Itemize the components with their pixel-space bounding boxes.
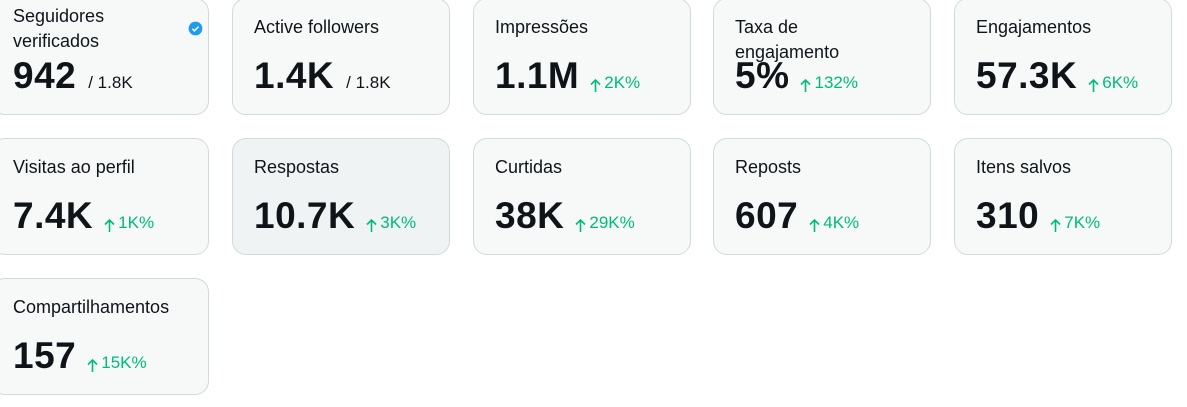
metric-card[interactable]: Taxa de engajamento 5% 132% — [713, 0, 931, 115]
metric-value: 57.3K — [976, 55, 1078, 96]
metric-label: Respostas — [254, 157, 340, 177]
metric-label: Active followers — [254, 17, 380, 37]
up-arrow — [575, 218, 586, 232]
metric-value: 5% — [735, 55, 790, 96]
value-row: 38K 29K% — [495, 195, 635, 237]
value-row: 1.1M 2K% — [495, 55, 640, 97]
value-row: 57.3K 6K% — [976, 55, 1138, 97]
up-arrow — [1050, 218, 1061, 232]
metric-label: Seguidores verificados — [13, 6, 105, 51]
metric-value: 1.4K — [254, 55, 335, 96]
up-arrow — [809, 218, 820, 232]
value-row: 157 15K% — [13, 335, 147, 377]
value-row: 5% 132% — [735, 55, 858, 97]
metric-value: 10.7K — [254, 195, 356, 236]
up-arrow — [104, 218, 115, 232]
metric-change: 3K% — [365, 213, 416, 233]
metric-change: 6K% — [1087, 73, 1138, 93]
metric-value: 38K — [495, 195, 565, 236]
change-text: 7K% — [1064, 213, 1101, 232]
metric-change: 7K% — [1049, 213, 1100, 233]
value-row: 10.7K 3K% — [254, 195, 416, 237]
metric-change: 132% — [799, 73, 858, 93]
up-arrow — [87, 358, 98, 372]
metric-value: 607 — [735, 195, 799, 236]
metric-card[interactable]: Reposts 607 4K% — [713, 138, 931, 255]
metric-label: Reposts — [735, 157, 802, 177]
up-arrow — [366, 218, 377, 232]
metric-value: 157 — [13, 335, 77, 376]
change-text: 15K% — [101, 353, 147, 372]
value-row: 310 7K% — [976, 195, 1100, 237]
metric-card[interactable]: Compartilhamentos 157 15K% — [0, 278, 209, 395]
metric-value: 942 — [13, 55, 77, 96]
metric-card[interactable]: Seguidores verificados 942 / 1.8K — [0, 0, 209, 115]
verified-badge — [188, 21, 203, 36]
up-arrow — [1088, 78, 1099, 92]
metric-change: 2K% — [589, 73, 640, 93]
value-row: 607 4K% — [735, 195, 859, 237]
metric-total: / 1.8K — [346, 73, 391, 92]
change-text: 132% — [814, 73, 858, 92]
metric-label: Engajamentos — [976, 17, 1092, 37]
metric-total: / 1.8K — [88, 73, 133, 92]
metric-label: Impressões — [495, 17, 589, 37]
metric-change: 15K% — [86, 353, 147, 373]
metric-card[interactable]: Respostas 10.7K 3K% — [232, 138, 450, 255]
metric-card[interactable]: Visitas ao perfil 7.4K 1K% — [0, 138, 209, 255]
change-text: 2K% — [604, 73, 641, 92]
change-text: 6K% — [1102, 73, 1139, 92]
metric-card[interactable]: Active followers 1.4K / 1.8K — [232, 0, 450, 115]
metric-label: Visitas ao perfil — [13, 157, 135, 177]
value-row: 7.4K 1K% — [13, 195, 154, 237]
metric-value: 7.4K — [13, 195, 94, 236]
metric-label: Itens salvos — [976, 157, 1072, 177]
metric-card[interactable]: Impressões 1.1M 2K% — [473, 0, 691, 115]
metric-value: 310 — [976, 195, 1040, 236]
metric-change: 1K% — [103, 213, 154, 233]
metric-value: 1.1M — [495, 55, 580, 96]
metric-label: Curtidas — [495, 157, 563, 177]
metric-card[interactable]: Itens salvos 310 7K% — [954, 138, 1172, 255]
change-text: 3K% — [380, 213, 417, 232]
change-text: 1K% — [118, 213, 155, 232]
metric-card[interactable]: Engajamentos 57.3K 6K% — [954, 0, 1172, 115]
up-arrow — [800, 78, 812, 92]
change-text: 4K% — [823, 213, 860, 232]
up-arrow — [590, 78, 601, 92]
value-row: 942 / 1.8K — [13, 55, 133, 97]
metric-label: Compartilhamentos — [13, 297, 170, 317]
value-row: 1.4K / 1.8K — [254, 55, 391, 97]
metric-change: 4K% — [808, 213, 859, 233]
change-text: 29K% — [589, 213, 635, 232]
metric-change: 29K% — [574, 213, 635, 233]
metric-label: Taxa de engajamento — [735, 17, 840, 62]
metric-card[interactable]: Curtidas 38K 29K% — [473, 138, 691, 255]
